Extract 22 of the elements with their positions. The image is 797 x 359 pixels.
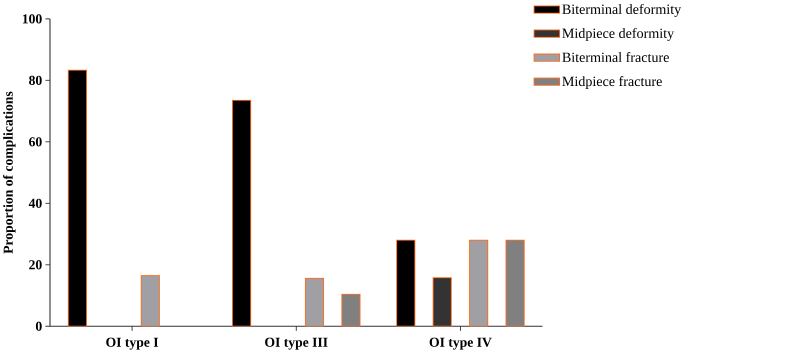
x-tick-label: OI type I <box>106 338 158 350</box>
y-axis-title: Proportion of complications <box>3 91 16 254</box>
bar <box>68 70 87 326</box>
x-tick-label: OI type IV <box>430 338 492 350</box>
y-tick-label: 20 <box>29 260 42 270</box>
legend-label: Midpiece deformity <box>562 28 674 41</box>
bar <box>396 240 416 326</box>
bar <box>304 278 324 326</box>
bar <box>506 240 525 326</box>
bar <box>341 294 360 326</box>
legend-label: Midpiece fracture <box>562 76 662 89</box>
x-tick-label: OI type III <box>265 338 328 350</box>
bar <box>232 100 252 326</box>
y-tick-label: 80 <box>29 76 42 85</box>
y-tick-label: 0 <box>36 321 42 331</box>
y-tick-label: 40 <box>28 198 42 208</box>
y-tick-label: 100 <box>22 14 42 24</box>
legend-label: Biterminal fracture <box>562 52 669 62</box>
legend-label: Biterminal deformity <box>562 4 682 17</box>
bar <box>140 274 160 326</box>
y-tick-label: 60 <box>29 137 42 146</box>
bar <box>469 240 488 326</box>
